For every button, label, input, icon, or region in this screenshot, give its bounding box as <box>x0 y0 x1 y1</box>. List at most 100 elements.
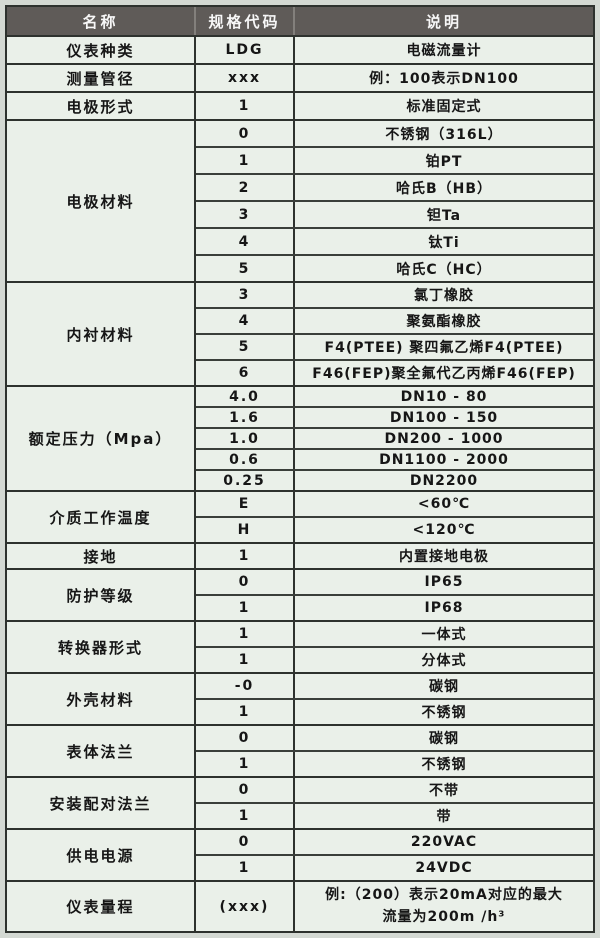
group-rows: 1 标准固定式 <box>196 93 593 119</box>
spec-row: 1 不锈钢 <box>196 750 593 776</box>
description-cell: 220VAC <box>410 834 478 850</box>
code-cell: E <box>196 492 295 516</box>
spec-row: 1.0 DN200 - 1000 <box>196 427 593 448</box>
code-cell: 1.0 <box>196 429 295 448</box>
spec-row: 0 不锈钢（316L） <box>196 121 593 146</box>
group-name-cell: 转换器形式 <box>7 622 196 672</box>
code-cell: -0 <box>196 674 295 698</box>
description-cell: 24VDC <box>415 860 473 876</box>
code-cell: 0.25 <box>196 471 295 490</box>
description-cell: <120℃ <box>412 522 476 538</box>
description-cell: 氯丁橡胶 <box>414 288 474 304</box>
group-rows: (xxx) 例:（200）表示20mA对应的最大 流量为200m /h³ <box>196 882 593 931</box>
description-cell: 内置接地电极 <box>399 549 489 565</box>
description-cell: F46(FEP)聚全氟代乙丙烯F46(FEP) <box>312 366 576 382</box>
group-rows: 0 不带 1 带 <box>196 778 593 828</box>
description-cell: 电磁流量计 <box>406 43 482 59</box>
description-line: 例:（200）表示20mA对应的最大 <box>325 886 563 903</box>
description-cell: IP68 <box>424 600 464 616</box>
group-rows: xxx 例：100表示DN100 <box>196 65 593 91</box>
group-name-cell: 测量管径 <box>7 65 196 91</box>
spec-group: 测量管径 xxx 例：100表示DN100 <box>7 63 593 91</box>
group-rows: 0 碳钢 1 不锈钢 <box>196 726 593 776</box>
description-cell: 哈氏B（HB） <box>395 180 493 197</box>
spec-row: 1.6 DN100 - 150 <box>196 406 593 427</box>
spec-row: 1 标准固定式 <box>196 93 593 119</box>
group-rows: 1 一体式 1 分体式 <box>196 622 593 672</box>
spec-group: 安装配对法兰 0 不带 1 带 <box>7 776 593 828</box>
code-cell: 4.0 <box>196 387 295 406</box>
code-cell: 3 <box>196 202 295 227</box>
code-cell: LDG <box>196 37 295 63</box>
group-rows: 0 220VAC 1 24VDC <box>196 830 593 880</box>
spec-row: 0 IP65 <box>196 570 593 594</box>
spec-row: 1 内置接地电极 <box>196 544 593 568</box>
spec-row: 5 哈氏C（HC） <box>196 254 593 281</box>
description-cell: 不锈钢 <box>421 705 467 721</box>
description-cell: DN200 - 1000 <box>384 430 504 447</box>
spec-row: 3 氯丁橡胶 <box>196 283 593 307</box>
description-line: 流量为200m /h³ <box>382 908 506 925</box>
spec-row: 2 哈氏B（HB） <box>196 173 593 200</box>
group-rows: -0 碳钢 1 不锈钢 <box>196 674 593 724</box>
spec-row: 0 220VAC <box>196 830 593 854</box>
code-cell: 1 <box>196 596 295 620</box>
spec-row: 4 聚氨酯橡胶 <box>196 307 593 333</box>
description-cell: 钽Ta <box>426 207 462 224</box>
description-cell: DN100 - 150 <box>389 409 499 426</box>
spec-row: 0.25 DN2200 <box>196 469 593 490</box>
group-name-cell: 介质工作温度 <box>7 492 196 542</box>
header-code-column: 规格代码 <box>196 7 295 35</box>
group-rows: 3 氯丁橡胶 4 聚氨酯橡胶 5 F4(PTEE) 聚四氟乙烯F4(PTEE) 6 F46(F… <box>196 283 593 385</box>
code-cell: 3 <box>196 283 295 307</box>
description-cell: 例：100表示DN100 <box>369 71 519 87</box>
code-cell: 1 <box>196 804 295 828</box>
description-cell: <60℃ <box>417 496 471 512</box>
code-cell: 1 <box>196 856 295 880</box>
spec-group: 表体法兰 0 碳钢 1 不锈钢 <box>7 724 593 776</box>
code-cell: 1 <box>196 544 295 568</box>
spec-group: 接地 1 内置接地电极 <box>7 542 593 568</box>
code-cell: 5 <box>196 335 295 359</box>
description-cell: 例:（200）表示20mA对应的最大 流量为200m /h³ <box>295 882 593 931</box>
group-name-cell: 安装配对法兰 <box>7 778 196 828</box>
code-cell: xxx <box>196 65 295 91</box>
group-name-cell: 仪表量程 <box>7 882 196 931</box>
spec-group: 电极形式 1 标准固定式 <box>7 91 593 119</box>
spec-group: 电极材料 0 不锈钢（316L） 1 铂PT 2 哈氏B（HB） 3 钽Ta 4 钛Ti 5 哈氏C（H… <box>7 119 593 281</box>
spec-row: 1 IP68 <box>196 594 593 620</box>
spec-group: 转换器形式 1 一体式 1 分体式 <box>7 620 593 672</box>
spec-group: 仪表量程 (xxx) 例:（200）表示20mA对应的最大 流量为200m /h³ <box>7 880 593 931</box>
spec-row: (xxx) 例:（200）表示20mA对应的最大 流量为200m /h³ <box>196 882 593 931</box>
table-header-row: 名称 规格代码 说明 <box>7 7 593 35</box>
spec-row: 4 钛Ti <box>196 227 593 254</box>
spec-row: 6 F46(FEP)聚全氟代乙丙烯F46(FEP) <box>196 359 593 385</box>
flowmeter-spec-table: 名称 规格代码 说明 仪表种类 LDG 电磁流量计 测量管径 xxx 例：100表示DN1… <box>5 5 595 933</box>
spec-row: xxx 例：100表示DN100 <box>196 65 593 91</box>
description-cell: DN2200 <box>409 472 479 489</box>
group-name-cell: 电极形式 <box>7 93 196 119</box>
description-cell: 一体式 <box>421 627 467 643</box>
description-cell: 标准固定式 <box>406 99 482 115</box>
code-cell: 1 <box>196 700 295 724</box>
group-rows: LDG 电磁流量计 <box>196 37 593 63</box>
code-cell: 1 <box>196 752 295 776</box>
code-cell: (xxx) <box>196 882 295 931</box>
group-rows: 0 IP65 1 IP68 <box>196 570 593 620</box>
description-cell: 铂PT <box>425 153 463 170</box>
description-cell: DN1100 - 2000 <box>379 451 509 468</box>
group-name-cell: 接地 <box>7 544 196 568</box>
code-cell: 0 <box>196 570 295 594</box>
code-cell: 0 <box>196 726 295 750</box>
description-cell: 不锈钢（316L） <box>385 126 503 143</box>
spec-row: 1 一体式 <box>196 622 593 646</box>
spec-row: 0.6 DN1100 - 2000 <box>196 448 593 469</box>
group-name-cell: 内衬材料 <box>7 283 196 385</box>
spec-row: 0 不带 <box>196 778 593 802</box>
group-name-cell: 额定压力（Mpa） <box>7 387 196 490</box>
code-cell: 2 <box>196 175 295 200</box>
group-rows: 1 内置接地电极 <box>196 544 593 568</box>
spec-row: LDG 电磁流量计 <box>196 37 593 63</box>
group-rows: 0 不锈钢（316L） 1 铂PT 2 哈氏B（HB） 3 钽Ta 4 钛Ti 5 哈氏C（HC） <box>196 121 593 281</box>
